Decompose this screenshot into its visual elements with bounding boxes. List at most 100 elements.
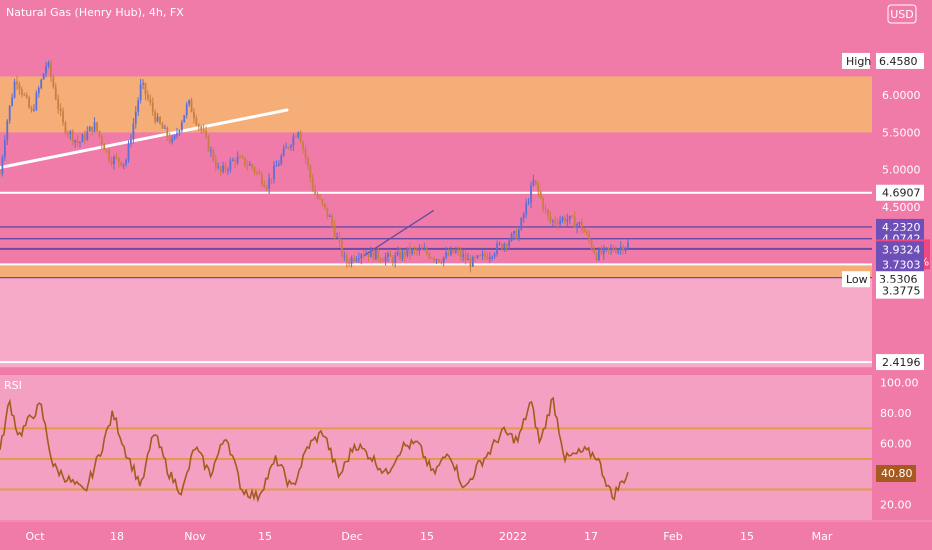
candle-body [178, 130, 181, 134]
time-tick-label: 15 [258, 530, 272, 543]
candle-body [23, 94, 26, 96]
candle-body [336, 236, 338, 238]
candle-body [166, 127, 169, 138]
candle-body [433, 258, 435, 260]
candle-body [585, 232, 588, 234]
candle-body [251, 164, 254, 168]
candle-body [513, 231, 515, 234]
candle-body [360, 254, 363, 259]
candle-body [125, 160, 127, 164]
price-tag-label: High [846, 55, 871, 68]
candle-body [612, 248, 615, 251]
price-tag-9: 3.9324 [876, 241, 924, 258]
candle-body [137, 100, 140, 112]
currency-button[interactable]: USD [887, 4, 917, 24]
candle-body [292, 136, 295, 146]
candle-body [394, 255, 397, 263]
candle-body [467, 258, 469, 261]
rsi-last-value: 40.80 [881, 467, 913, 480]
candle-body [428, 253, 431, 258]
candle-body [234, 159, 237, 163]
candle-body [205, 131, 208, 137]
rsi-pane[interactable]: RSI [0, 375, 872, 520]
candle-body [159, 116, 161, 124]
candle-body [413, 248, 416, 250]
candle-body [263, 183, 266, 187]
candle-body [18, 84, 21, 90]
candle-body [277, 163, 280, 166]
candle-body [442, 257, 445, 263]
candle-body [35, 93, 38, 110]
price-axis[interactable]: High 6.4580 6.0000 5.5000 5.0000 4.69074.5000… [842, 52, 930, 371]
price-tick-label: 5.0000 [882, 164, 921, 177]
candle-body [520, 217, 523, 230]
candle-body [287, 147, 290, 149]
candle-body [617, 249, 620, 253]
zone-1 [0, 264, 872, 278]
candle-body [333, 225, 336, 238]
candle-body [1, 157, 4, 174]
candle-body [83, 134, 86, 140]
candle-body [47, 62, 50, 66]
candle-body [163, 127, 166, 129]
candle-body [590, 240, 593, 249]
candle-body [3, 140, 6, 158]
candle-body [207, 136, 210, 151]
candle-body [425, 248, 428, 254]
candle-body [54, 87, 57, 100]
candle-body [314, 189, 317, 195]
candle-body [105, 150, 108, 152]
candle-body [93, 122, 96, 132]
price-pane[interactable] [0, 28, 872, 371]
trendlines [0, 108, 434, 257]
price-tick-label: 5.5000 [882, 126, 921, 139]
candle-body [328, 215, 331, 217]
candle-body [256, 171, 258, 173]
candle-body [176, 133, 178, 136]
candle-body [568, 215, 571, 220]
price-tag-bg [876, 256, 924, 273]
candle-body [367, 253, 370, 258]
candle-body [411, 248, 414, 254]
candle-body [122, 163, 125, 166]
candle-body [40, 79, 43, 89]
candle-body [130, 139, 132, 144]
candle-body [319, 198, 321, 200]
time-tick-label: Nov [184, 530, 206, 543]
candle-body [297, 132, 300, 138]
candle-body [374, 249, 377, 260]
price-tick-label: 6.0000 [882, 89, 921, 102]
candle-body [503, 243, 506, 249]
candle-body [573, 216, 576, 228]
candle-body [42, 73, 45, 80]
time-axis-background [0, 520, 932, 550]
candle-body [389, 253, 392, 257]
candle-body [510, 233, 513, 241]
time-axis[interactable]: Oct 18 Nov 15 Dec 15 2022 17 Feb 15 Mar [25, 530, 832, 543]
candle-body [479, 255, 481, 257]
candle-body [614, 250, 617, 253]
candle-body [307, 158, 309, 166]
candle-body [581, 222, 583, 230]
candle-body [33, 109, 35, 111]
symbol-title: Natural Gas (Henry Hub), 4h, FX [6, 6, 184, 19]
candle-body [8, 105, 11, 121]
candle-body [64, 122, 67, 134]
candle-body [108, 150, 111, 161]
candle-body [37, 88, 40, 94]
rsi-pane-background [0, 375, 872, 520]
candle-body [246, 165, 249, 167]
candle-body [11, 97, 14, 106]
candle-body [103, 144, 106, 151]
candle-body [457, 250, 460, 252]
candle-body [488, 257, 491, 260]
candle-body [86, 131, 89, 140]
candle-body [365, 253, 368, 256]
candle-body [270, 178, 273, 180]
candle-body [224, 165, 227, 170]
candle-body [527, 202, 530, 204]
candle-body [265, 186, 268, 189]
candle-body [212, 150, 215, 161]
candle-body [377, 249, 380, 259]
